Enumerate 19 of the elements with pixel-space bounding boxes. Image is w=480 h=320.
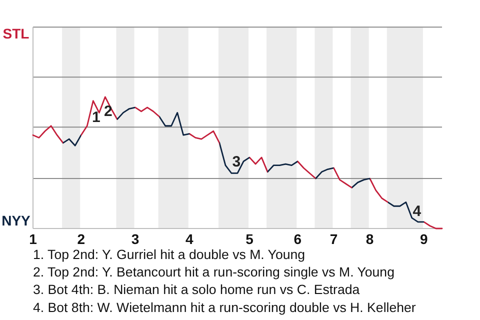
- text: 4. Bot 8th: W. Wietelmann hit a run-scoring double vs H. Kelleher: [33, 300, 416, 315]
- text: STL: [2, 26, 30, 42]
- text: 3. Bot 4th: B. Nieman hit a solo home run vs C. Estrada: [33, 282, 360, 298]
- annotation: 1: [92, 108, 100, 126]
- x-tick-label: 7: [330, 231, 338, 247]
- x-tick-label: 2: [77, 231, 86, 247]
- x-tick-label: 8: [366, 231, 374, 247]
- x-tick-label: 5: [246, 231, 254, 247]
- text: 1. Top 2nd: Y. Gurriel hit a double vs M. Young: [33, 247, 306, 262]
- annotation: 3: [232, 153, 241, 170]
- annotation: 4: [412, 202, 422, 220]
- text: 2. Top 2nd: Y. Betancourt hit a run-scoring single vs M. Young: [33, 264, 394, 280]
- annotation: 2: [104, 102, 112, 120]
- x-tick-label: 1: [29, 231, 38, 247]
- x-tick-label: 6: [294, 231, 302, 247]
- text: NYY: [2, 212, 32, 229]
- x-tick-label: 9: [420, 231, 428, 247]
- x-tick-label: 4: [185, 231, 194, 247]
- x-tick-label: 3: [131, 231, 140, 247]
